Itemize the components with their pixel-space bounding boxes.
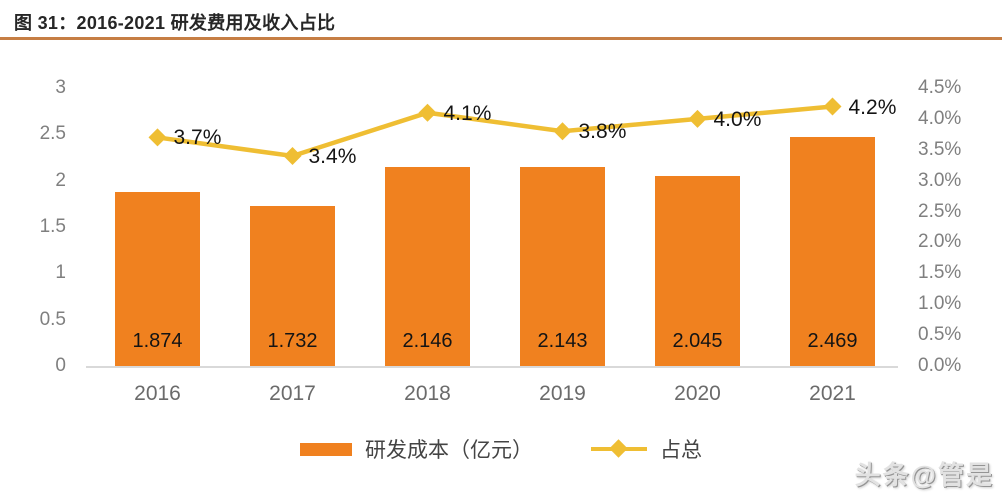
bar-value-label: 1.732 bbox=[267, 330, 318, 352]
diamond-marker-icon bbox=[688, 109, 707, 128]
y-axis-tick-left: 3 bbox=[55, 77, 66, 98]
line-data-label: 4.0% bbox=[713, 107, 762, 131]
figure-title: 图 31：2016-2021 研发费用及收入占比 bbox=[14, 13, 336, 33]
x-axis-line bbox=[86, 366, 898, 368]
x-axis-category-label: 2019 bbox=[539, 382, 586, 405]
bar bbox=[250, 205, 335, 366]
bar-value-label: 2.146 bbox=[402, 330, 453, 352]
bar bbox=[790, 137, 875, 366]
bar-value-label: 2.143 bbox=[537, 330, 588, 352]
line-data-label: 4.1% bbox=[443, 101, 492, 125]
legend-item-bar-series: 研发成本（亿元） bbox=[300, 434, 533, 464]
y-axis-tick-left: 0 bbox=[55, 355, 66, 376]
x-axis-category-label: 2017 bbox=[269, 382, 316, 405]
legend-label-bar-series: 研发成本（亿元） bbox=[365, 439, 533, 462]
y-axis-tick-left: 2.5 bbox=[39, 123, 66, 145]
y-axis-tick-right: 4.0% bbox=[918, 107, 962, 129]
y-axis-tick-right: 1.5% bbox=[918, 262, 962, 284]
title-underline bbox=[0, 37, 1002, 40]
bar bbox=[385, 167, 470, 366]
legend-label-line-series: 占总 bbox=[660, 439, 702, 462]
line-data-label: 3.7% bbox=[173, 126, 222, 150]
bar-value-label: 1.874 bbox=[132, 330, 183, 352]
y-axis-tick-right: 3.5% bbox=[918, 138, 962, 160]
bar bbox=[115, 192, 200, 366]
y-axis-tick-right: 3.0% bbox=[918, 169, 962, 191]
y-axis-tick-right: 2.5% bbox=[918, 200, 962, 222]
diamond-marker-icon bbox=[283, 146, 302, 165]
y-axis-tick-right: 1.0% bbox=[918, 293, 962, 315]
line-data-label: 3.8% bbox=[578, 120, 627, 144]
diamond-marker-icon bbox=[609, 439, 628, 458]
x-axis-category-label: 2021 bbox=[809, 382, 856, 405]
watermark: 头条@管是 bbox=[854, 460, 994, 490]
y-axis-tick-right: 0.0% bbox=[918, 355, 962, 376]
diamond-marker-icon bbox=[148, 128, 167, 147]
bar-value-label: 2.045 bbox=[672, 330, 723, 352]
y-axis-tick-right: 0.5% bbox=[918, 324, 962, 346]
x-axis-category-label: 2016 bbox=[134, 382, 181, 405]
bar-value-label: 2.469 bbox=[807, 330, 858, 352]
y-axis-tick-right: 4.5% bbox=[918, 77, 962, 98]
legend-item-line-series: 占总 bbox=[591, 434, 702, 464]
y-axis-tick-left: 0.5 bbox=[39, 308, 66, 330]
y-axis-tick-right: 2.0% bbox=[918, 231, 962, 253]
bar-series-swatch-icon bbox=[300, 442, 352, 456]
line-data-label: 3.4% bbox=[308, 144, 357, 168]
diamond-marker-icon bbox=[418, 103, 437, 122]
x-axis-category-label: 2018 bbox=[404, 382, 451, 405]
line-data-label: 4.2% bbox=[848, 95, 897, 119]
line-series-swatch-icon bbox=[591, 439, 647, 458]
bar bbox=[520, 167, 605, 366]
diamond-marker-icon bbox=[823, 97, 842, 116]
bar bbox=[655, 176, 740, 366]
x-axis-category-label: 2020 bbox=[674, 382, 721, 405]
y-axis-tick-left: 1.5 bbox=[39, 216, 66, 237]
diamond-marker-icon bbox=[553, 122, 572, 141]
y-axis-tick-left: 1 bbox=[55, 262, 66, 284]
chart-legend: 研发成本（亿元） 占总 bbox=[0, 434, 1002, 464]
y-axis-tick-left: 2 bbox=[55, 169, 66, 191]
